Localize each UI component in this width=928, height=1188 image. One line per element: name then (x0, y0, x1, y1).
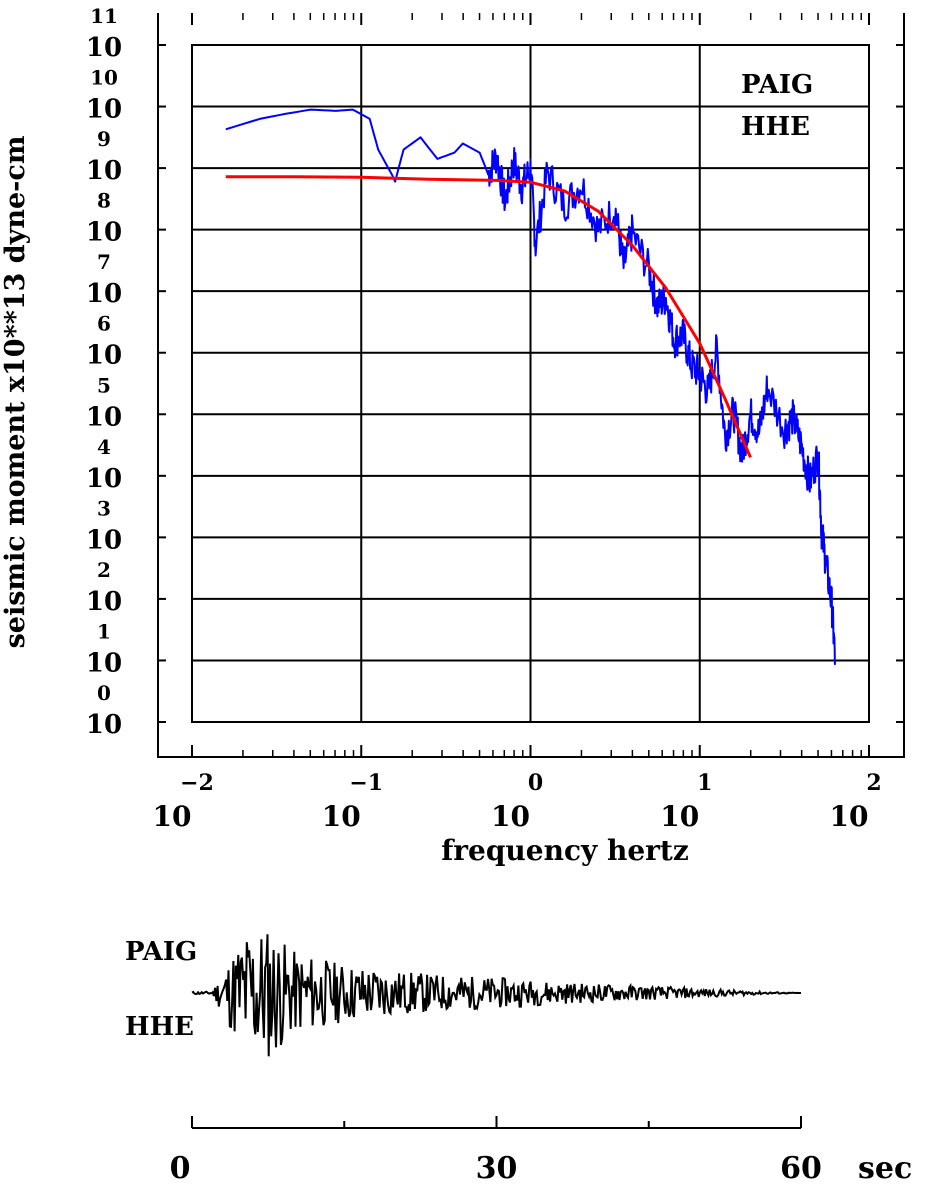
y-tick-label-exponent: 11 (90, 4, 118, 28)
y-tick-label-base: 10 (86, 402, 122, 432)
y-axis-label: seismic moment x10**13 dyne-cm (0, 136, 31, 649)
y-tick-label-exponent: 9 (97, 127, 111, 151)
time-tick-label: 30 (476, 1151, 518, 1184)
y-tick-label-exponent: 5 (97, 373, 111, 397)
spectrum-ticks (158, 13, 904, 757)
y-tick-label-exponent: 4 (97, 435, 111, 459)
y-tick-label-base: 10 (86, 95, 122, 125)
x-tick-label-base: 10 (830, 800, 869, 833)
y-tick-label-base: 10 (86, 279, 122, 309)
y-tick-label-exponent: 6 (97, 312, 111, 336)
y-tick-label-base: 10 (86, 710, 122, 740)
y-tick-label-exponent: 7 (97, 250, 111, 274)
model-fit-line (225, 175, 752, 458)
x-tick-label-base: 10 (322, 800, 361, 833)
seismogram-channel-label: HHE (125, 1012, 194, 1042)
x-axis-label: frequency hertz (441, 834, 689, 867)
x-tick-label-exponent: −2 (180, 770, 214, 796)
y-tick-label-base: 10 (86, 525, 122, 555)
y-tick-label-exponent: 2 (97, 558, 111, 582)
y-tick-label-exponent: 10 (90, 66, 118, 90)
seismogram-group: 0 30 60 (170, 934, 822, 1186)
y-tick-label-base: 10 (86, 341, 122, 371)
spectrum-labels: 10111010109108107106105104103102101100−2… (86, 4, 882, 833)
y-tick-label-base: 10 (86, 218, 122, 248)
y-tick-label-exponent: 3 (97, 496, 111, 520)
x-tick-label-base: 10 (660, 800, 699, 833)
y-tick-label-base: 10 (86, 464, 122, 494)
y-tick-label-base: 10 (86, 648, 122, 678)
y-tick-label-exponent: 1 (97, 619, 111, 643)
x-tick-label-exponent: 0 (528, 770, 543, 796)
y-tick-label-base: 10 (86, 33, 122, 63)
y-tick-label-exponent: 0 (97, 681, 111, 705)
y-tick-label-exponent: 8 (97, 189, 111, 213)
x-tick-label-exponent: 2 (866, 770, 881, 796)
y-tick-label-base: 10 (86, 156, 122, 186)
seismogram-station-label: PAIG (125, 937, 197, 967)
x-tick-label-exponent: −1 (349, 770, 383, 796)
x-tick-label-exponent: 1 (697, 770, 712, 796)
spectrum-series (225, 108, 837, 666)
x-tick-label-base: 10 (491, 800, 530, 833)
spectrum-station-label: PAIG (741, 70, 813, 100)
seismogram-trace (191, 934, 801, 1057)
spectrum-channel-label: HHE (741, 112, 810, 142)
time-tick-label: 60 (780, 1151, 822, 1184)
y-tick-label-base: 10 (86, 587, 122, 617)
x-tick-label-base: 10 (153, 800, 192, 833)
observed-spectrum-line (225, 108, 837, 666)
time-unit-label: sec (858, 1151, 912, 1184)
time-tick-label: 0 (170, 1151, 191, 1184)
